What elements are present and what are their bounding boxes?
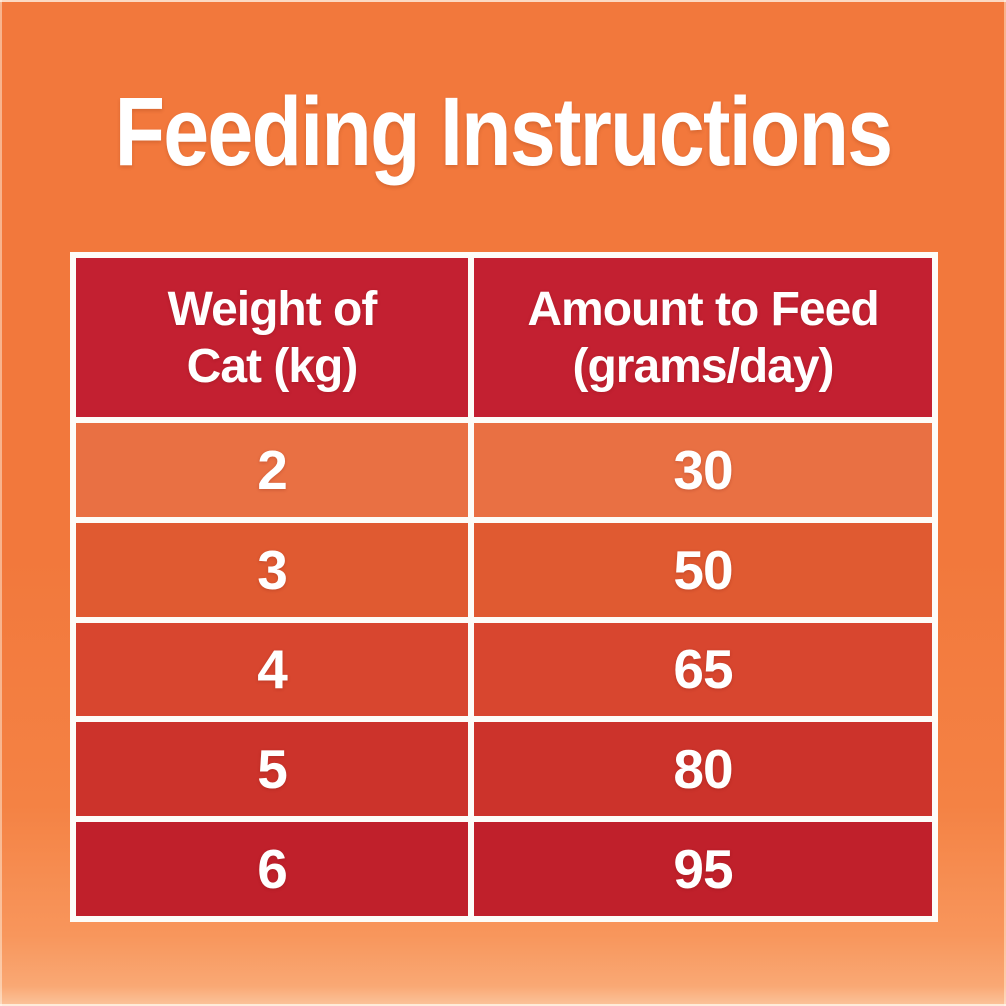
weight-cell: 3 (76, 522, 468, 617)
weight-cell: 2 (76, 423, 468, 517)
column-header-weight-line1: Weight of (167, 282, 378, 336)
weight-cell: 4 (76, 622, 468, 717)
page-title: Feeding Instructions (114, 77, 894, 186)
column-header-weight-line2: Cat (kg) (186, 339, 359, 393)
column-header-amount: Amount to Feed (grams/day) (474, 258, 932, 417)
amount-cell: 30 (474, 423, 932, 517)
column-header-amount-line2: (grams/day) (572, 339, 834, 393)
amount-cell: 65 (474, 622, 932, 717)
weight-cell: 6 (76, 822, 468, 916)
amount-cell: 80 (474, 722, 932, 817)
weight-cell: 5 (76, 722, 468, 817)
amount-cell: 50 (474, 522, 932, 617)
column-header-amount-line1: Amount to Feed (527, 282, 879, 336)
amount-cell: 95 (474, 822, 932, 916)
column-header-weight: Weight of Cat (kg) (76, 258, 468, 417)
feeding-table: Weight of Cat (kg) Amount to Feed (grams… (70, 252, 938, 922)
